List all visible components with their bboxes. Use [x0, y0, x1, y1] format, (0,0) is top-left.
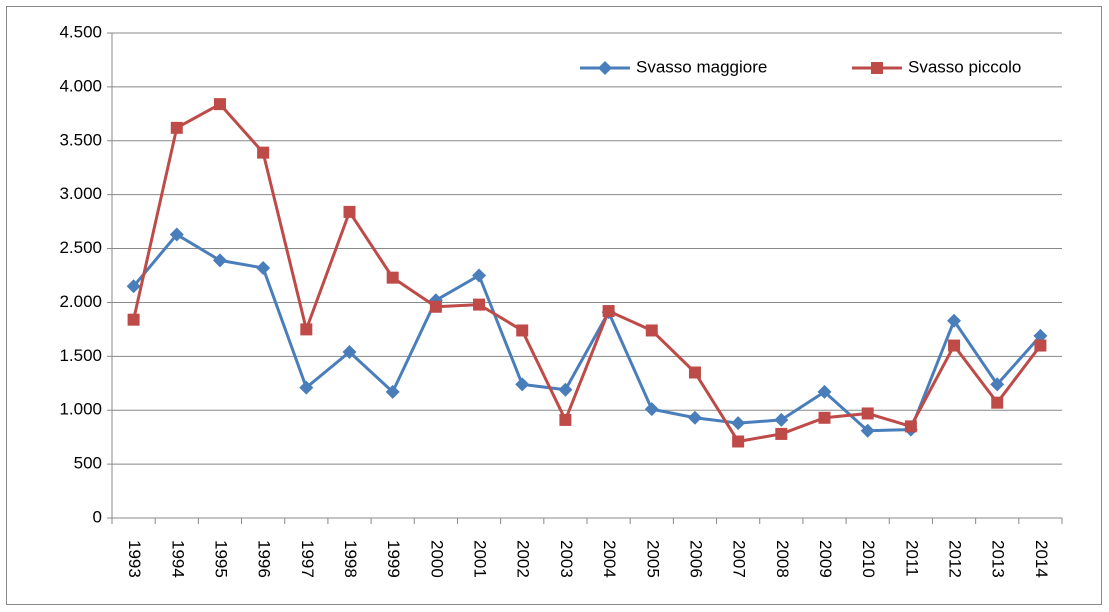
data-point	[817, 384, 832, 399]
y-tick-label: 1.500	[59, 346, 102, 365]
legend-marker	[598, 61, 612, 75]
x-tick-label: 1995	[211, 540, 230, 578]
x-tick-label: 1998	[341, 540, 360, 578]
y-tick-label: 2.000	[59, 292, 102, 311]
x-tick-label: 1993	[125, 540, 144, 578]
x-tick-label: 2002	[514, 540, 533, 578]
data-point	[860, 423, 875, 438]
data-point	[732, 435, 745, 448]
legend-label: Svasso maggiore	[636, 57, 767, 76]
x-tick-label: 2006	[686, 540, 705, 578]
data-point	[126, 279, 141, 294]
data-point	[516, 324, 529, 337]
x-tick-label: 2005	[643, 540, 662, 578]
x-tick-label: 2014	[1032, 540, 1051, 578]
y-tick-label: 3.500	[59, 130, 102, 149]
data-point	[687, 410, 702, 425]
data-point	[1033, 328, 1048, 343]
y-tick-label: 3.000	[59, 184, 102, 203]
data-point	[947, 313, 962, 328]
data-point	[169, 227, 184, 242]
data-point	[559, 413, 572, 426]
data-point	[688, 366, 701, 379]
data-point	[990, 377, 1005, 392]
x-tick-label: 1994	[168, 540, 187, 578]
data-point	[644, 402, 659, 417]
data-point	[731, 416, 746, 431]
x-tick-label: 1997	[298, 540, 317, 578]
data-point	[774, 412, 789, 427]
legend-marker	[871, 62, 883, 74]
y-tick-label: 4.000	[59, 76, 102, 95]
y-tick-label: 2.500	[59, 238, 102, 257]
data-point	[775, 427, 788, 440]
y-tick-label: 0	[93, 507, 102, 526]
x-tick-label: 1999	[384, 540, 403, 578]
data-point	[170, 121, 183, 134]
data-point	[342, 345, 357, 360]
data-point	[386, 271, 399, 284]
data-point	[818, 411, 831, 424]
y-tick-label: 1.000	[59, 400, 102, 419]
data-point	[861, 407, 874, 420]
x-tick-label: 2009	[816, 540, 835, 578]
chart-border	[6, 6, 1102, 605]
x-tick-label: 2000	[427, 540, 446, 578]
y-tick-label: 4.500	[59, 22, 102, 41]
data-point	[213, 98, 226, 111]
x-tick-label: 2001	[471, 540, 490, 578]
data-point	[558, 382, 573, 397]
data-point	[1034, 339, 1047, 352]
y-tick-label: 500	[74, 454, 102, 473]
x-tick-label: 2008	[773, 540, 792, 578]
data-point	[473, 298, 486, 311]
legend-label: Svasso piccolo	[908, 57, 1021, 76]
data-point	[515, 377, 530, 392]
x-tick-label: 2007	[730, 540, 749, 578]
data-point	[602, 305, 615, 318]
x-tick-label: 2011	[902, 540, 921, 577]
x-tick-label: 2004	[600, 540, 619, 578]
data-point	[343, 205, 356, 218]
x-tick-label: 2010	[859, 540, 878, 578]
x-tick-label: 2003	[557, 540, 576, 578]
x-tick-label: 2012	[946, 540, 965, 578]
x-tick-label: 2013	[989, 540, 1008, 578]
data-point	[127, 313, 140, 326]
data-point	[256, 260, 271, 275]
data-point	[904, 420, 917, 433]
series-line	[132, 233, 1042, 433]
data-point	[991, 396, 1004, 409]
data-point	[645, 324, 658, 337]
data-point	[257, 146, 270, 159]
data-point	[429, 300, 442, 313]
data-point	[212, 253, 227, 268]
series-line	[132, 102, 1042, 443]
data-point	[300, 323, 313, 336]
data-point	[299, 380, 314, 395]
data-point	[948, 339, 961, 352]
x-tick-label: 1996	[255, 540, 274, 578]
data-point	[472, 268, 487, 283]
data-point	[385, 384, 400, 399]
